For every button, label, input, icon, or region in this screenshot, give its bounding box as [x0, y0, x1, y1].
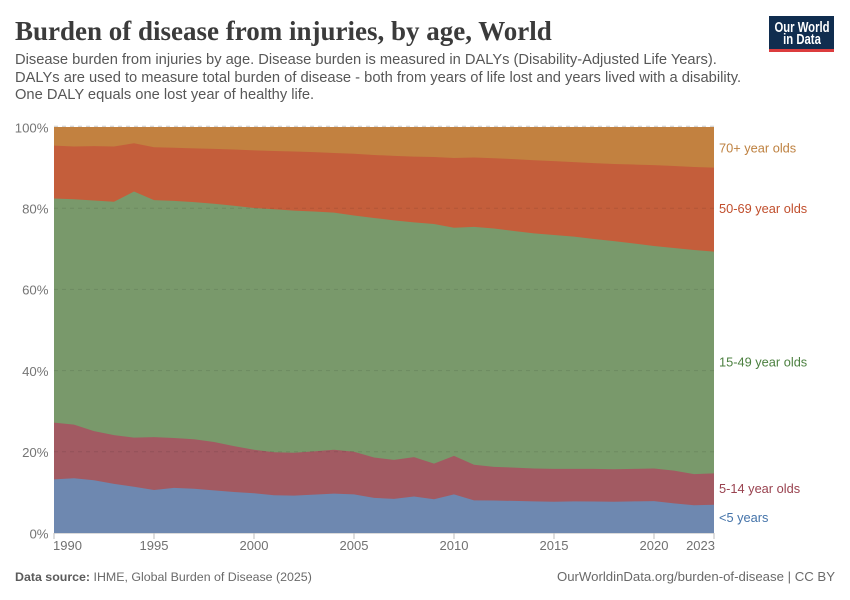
- svg-text:20%: 20%: [22, 445, 49, 460]
- svg-text:70+ year olds: 70+ year olds: [719, 141, 796, 156]
- svg-text:50-69 year olds: 50-69 year olds: [719, 201, 807, 216]
- svg-text:1990: 1990: [53, 538, 82, 553]
- svg-text:2010: 2010: [440, 538, 469, 553]
- svg-text:40%: 40%: [22, 364, 49, 379]
- svg-text:100%: 100%: [15, 120, 49, 135]
- svg-text:<5 years: <5 years: [719, 510, 768, 525]
- svg-text:60%: 60%: [22, 283, 49, 298]
- svg-text:80%: 80%: [22, 202, 49, 217]
- svg-text:2005: 2005: [340, 538, 369, 553]
- svg-text:0%: 0%: [29, 526, 48, 541]
- svg-text:5-14 year olds: 5-14 year olds: [719, 481, 800, 496]
- svg-text:2023: 2023: [686, 538, 715, 553]
- svg-text:2000: 2000: [240, 538, 269, 553]
- svg-text:2020: 2020: [640, 538, 669, 553]
- svg-text:15-49 year olds: 15-49 year olds: [719, 355, 807, 370]
- svg-text:1995: 1995: [140, 538, 169, 553]
- svg-text:2015: 2015: [540, 538, 569, 553]
